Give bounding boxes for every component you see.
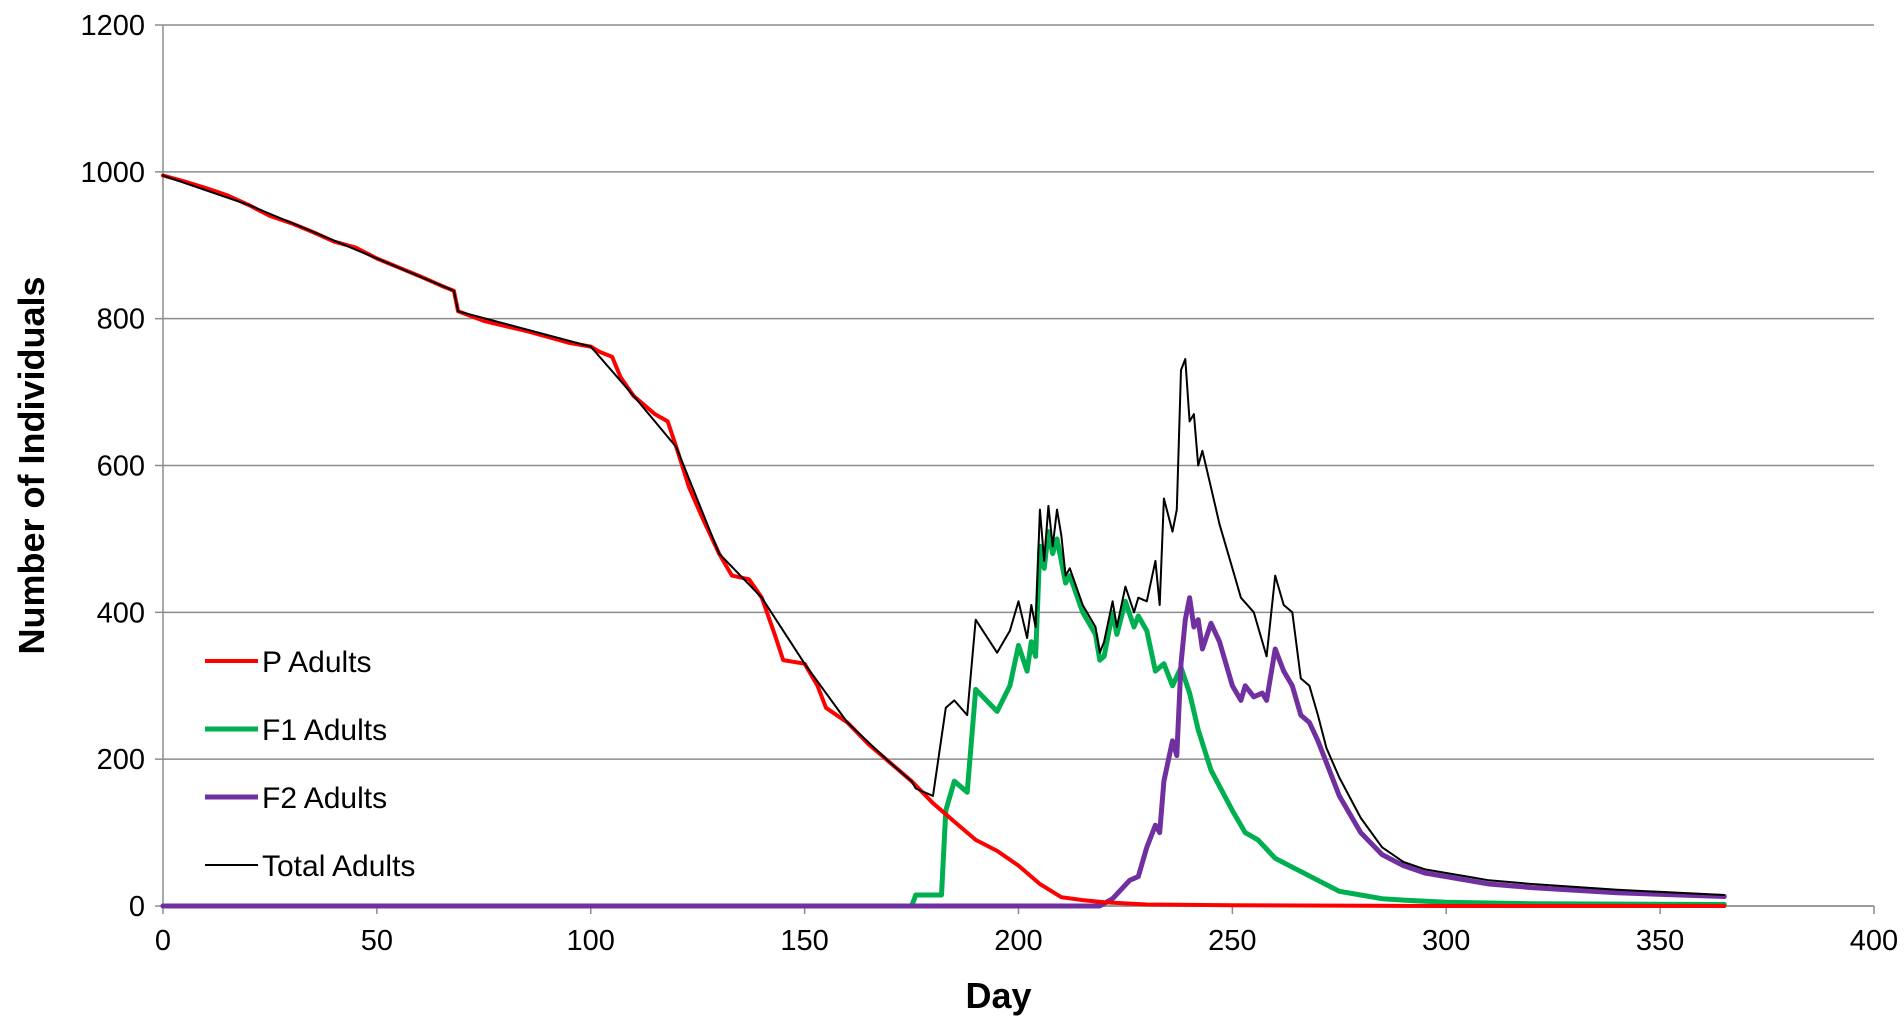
x-tick-label: 400 — [1850, 925, 1898, 957]
x-tick-label: 150 — [780, 925, 828, 957]
gridlines — [163, 24, 1874, 907]
series-line-f2-adults — [160, 595, 1727, 909]
y-tick-label: 0 — [129, 891, 145, 923]
x-tick-label: 350 — [1636, 925, 1684, 957]
x-axis-title: Day — [965, 975, 1031, 1016]
x-tick-label: 50 — [361, 925, 393, 957]
legend-label-p-adults: P Adults — [262, 646, 372, 679]
x-tick-label: 250 — [1208, 925, 1256, 957]
series-line-p-adults — [161, 173, 1727, 908]
y-tick-label: 1200 — [80, 10, 145, 42]
series-line-f1-adults — [160, 529, 1727, 909]
y-tick-label: 1000 — [80, 157, 145, 189]
x-tick-label: 200 — [994, 925, 1042, 957]
y-tick-label: 400 — [97, 597, 145, 629]
legend-label-f1-adults: F1 Adults — [262, 714, 387, 747]
y-tick-label: 200 — [97, 744, 145, 776]
y-tick-label: 600 — [97, 451, 145, 483]
y-axis-title: Number of Individuals — [11, 276, 52, 654]
series-lines — [160, 173, 1727, 909]
x-tick-label: 100 — [567, 925, 615, 957]
legend-label-total-adults: Total Adults — [262, 850, 415, 883]
legend-label-f2-adults: F2 Adults — [262, 782, 387, 815]
x-tick-label: 300 — [1422, 925, 1470, 957]
y-tick-label: 800 — [97, 304, 145, 336]
x-tick-label: 0 — [155, 925, 171, 957]
legend: P Adults F1 Adults F2 Adults Total Adults — [205, 646, 415, 883]
series-line-total-adults — [162, 174, 1726, 896]
